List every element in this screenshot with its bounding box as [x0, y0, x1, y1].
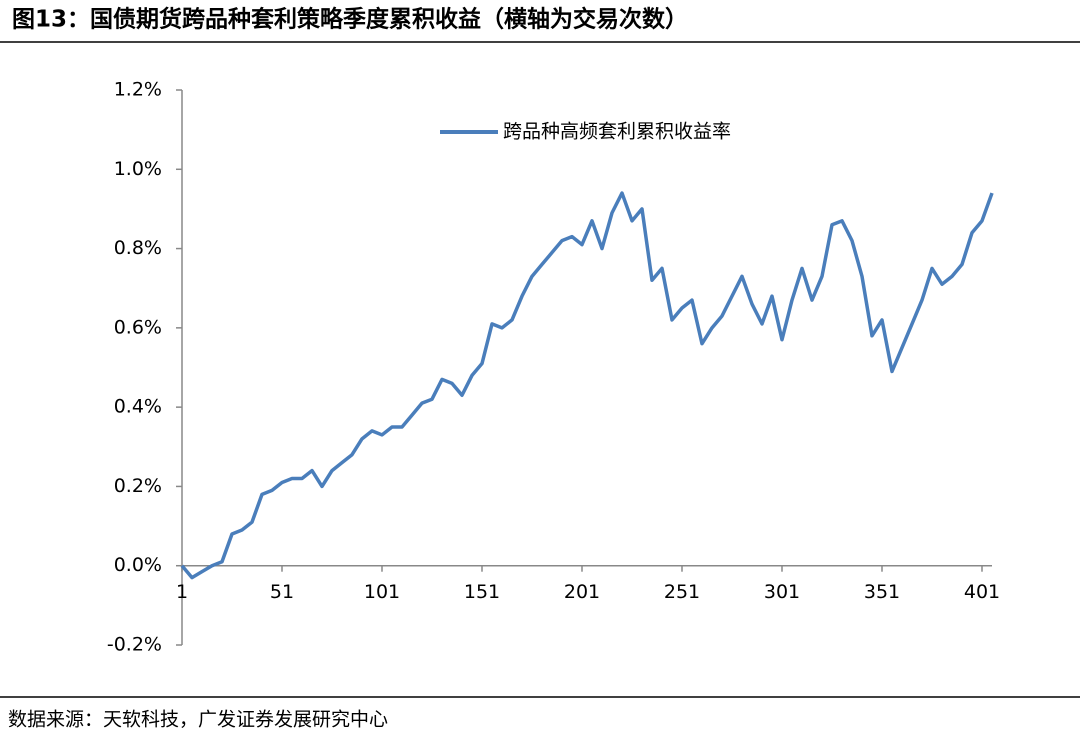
y-tick-label: 0.6% — [114, 316, 162, 338]
x-tick-label: 1 — [176, 581, 188, 603]
x-tick-label: 151 — [464, 581, 500, 603]
y-tick-label: 0.8% — [114, 237, 162, 259]
y-tick-label: -0.2% — [107, 634, 162, 656]
x-tick-label: 101 — [364, 581, 400, 603]
x-tick-label: 301 — [764, 581, 800, 603]
y-tick-label: 0.0% — [114, 554, 162, 576]
y-tick-label: 0.2% — [114, 475, 162, 497]
y-tick-label: 1.2% — [114, 79, 162, 101]
chart-title: 图13：国债期货跨品种套利策略季度累积收益（横轴为交易次数） — [12, 6, 688, 33]
y-tick-label: 0.4% — [114, 396, 162, 418]
x-tick-label: 351 — [864, 581, 900, 603]
x-tick-label: 251 — [664, 581, 700, 603]
x-tick-label: 401 — [964, 581, 1000, 603]
x-tick-label: 201 — [564, 581, 600, 603]
line — [180, 191, 994, 580]
legend-label: 跨品种高频套利累积收益率 — [503, 121, 731, 143]
source: 数据来源：天软科技，广发证券发展研究中心 — [8, 709, 388, 731]
y-tick-label: 1.0% — [114, 158, 162, 180]
x-tick-label: 51 — [270, 581, 294, 603]
